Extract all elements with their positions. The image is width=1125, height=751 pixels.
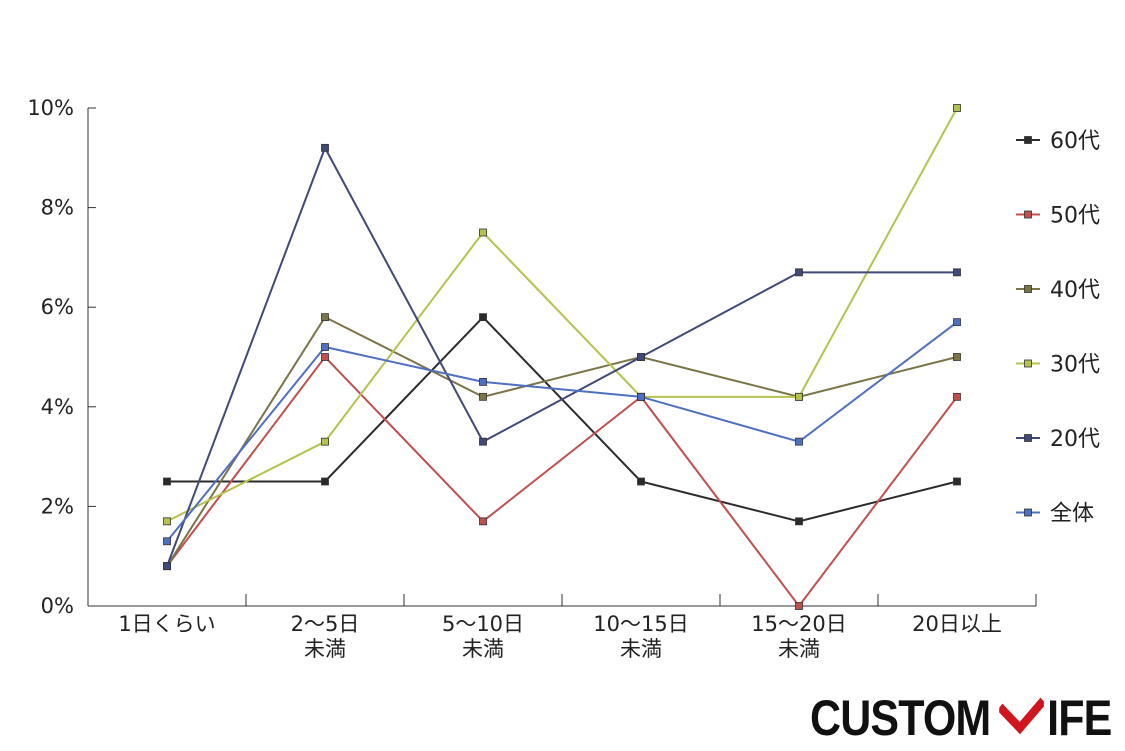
legend-item: 全体 bbox=[1016, 502, 1094, 527]
legend-item: 60代 bbox=[1016, 129, 1100, 154]
legend-label: 60代 bbox=[1050, 129, 1100, 154]
y-tick-label: 4% bbox=[41, 395, 74, 419]
data-point bbox=[163, 517, 171, 526]
data-point bbox=[637, 392, 645, 401]
series-line bbox=[166, 145, 957, 567]
legend-label: 30代 bbox=[1050, 353, 1100, 378]
data-point bbox=[321, 343, 329, 351]
series-4 bbox=[163, 143, 961, 571]
y-tick-label: 6% bbox=[41, 295, 74, 319]
x-tick-label: 15〜20日未満 bbox=[751, 612, 846, 661]
data-point bbox=[479, 392, 487, 401]
legend-label: 20代 bbox=[1050, 427, 1100, 452]
series-line bbox=[166, 107, 958, 523]
x-tick-label: 5〜10日未満 bbox=[442, 612, 524, 661]
data-point bbox=[795, 437, 803, 446]
data-point bbox=[321, 437, 329, 446]
logo-text-right: IFE bbox=[1047, 690, 1112, 746]
legend-item: 50代 bbox=[1016, 204, 1100, 229]
series-3 bbox=[163, 104, 961, 526]
checkmark-icon bbox=[998, 697, 1044, 735]
data-point bbox=[637, 477, 645, 486]
x-tick-label: 1日くらい bbox=[118, 612, 215, 636]
data-point bbox=[953, 477, 961, 486]
series-line bbox=[166, 355, 958, 608]
legend-marker bbox=[1024, 508, 1032, 517]
chart-series bbox=[163, 104, 961, 610]
y-tick-label: 10% bbox=[27, 96, 74, 120]
legend-marker bbox=[1024, 210, 1032, 219]
legend-item: 20代 bbox=[1016, 427, 1100, 452]
data-point bbox=[479, 517, 487, 526]
data-point bbox=[479, 228, 487, 237]
data-point bbox=[953, 318, 961, 327]
data-point bbox=[953, 353, 961, 361]
chart-axes: 0% 2% 4% 6% 8% 10% 1日くらい 2〜5日未満 5〜10日未満 10〜15日未満 1… bbox=[27, 96, 1037, 661]
legend-marker bbox=[1024, 434, 1032, 442]
series-line bbox=[167, 315, 958, 523]
series-line bbox=[166, 315, 958, 567]
data-point bbox=[163, 477, 171, 486]
data-point bbox=[321, 477, 329, 486]
legend-item: 30代 bbox=[1016, 353, 1100, 378]
legend-marker bbox=[1024, 359, 1032, 368]
data-point bbox=[795, 517, 803, 526]
y-tick-label: 0% bbox=[41, 594, 74, 618]
series-5 bbox=[163, 318, 961, 546]
data-point bbox=[321, 313, 329, 322]
data-point bbox=[953, 392, 961, 401]
data-point bbox=[795, 268, 803, 277]
data-point bbox=[163, 537, 171, 546]
custom-life-logo: CUSTOM IFE bbox=[810, 690, 1112, 746]
y-tick-label: 8% bbox=[41, 196, 74, 220]
x-tick-label: 2〜5日未満 bbox=[291, 612, 360, 661]
legend-marker bbox=[1024, 136, 1032, 144]
data-point bbox=[795, 392, 803, 401]
data-point bbox=[321, 143, 329, 152]
x-tick-label: 20日以上 bbox=[912, 612, 1002, 636]
legend-marker bbox=[1024, 285, 1032, 293]
series-line bbox=[166, 321, 958, 542]
logo-text-left: CUSTOM bbox=[810, 690, 991, 746]
y-tick-label: 2% bbox=[41, 494, 74, 518]
data-point bbox=[795, 602, 803, 610]
data-point bbox=[479, 313, 487, 322]
data-point bbox=[163, 562, 171, 571]
x-tick-label: 10〜15日未満 bbox=[593, 612, 688, 661]
legend-label: 40代 bbox=[1050, 278, 1100, 303]
legend-label: 50代 bbox=[1050, 204, 1100, 229]
data-point bbox=[953, 104, 961, 112]
data-point bbox=[479, 437, 487, 446]
data-point bbox=[321, 353, 329, 361]
series-0 bbox=[163, 313, 961, 526]
legend-label: 全体 bbox=[1050, 502, 1094, 527]
legend-item: 40代 bbox=[1016, 278, 1100, 303]
series-2 bbox=[163, 313, 961, 571]
data-point bbox=[637, 353, 645, 361]
data-point bbox=[479, 377, 487, 386]
data-point bbox=[953, 268, 961, 277]
